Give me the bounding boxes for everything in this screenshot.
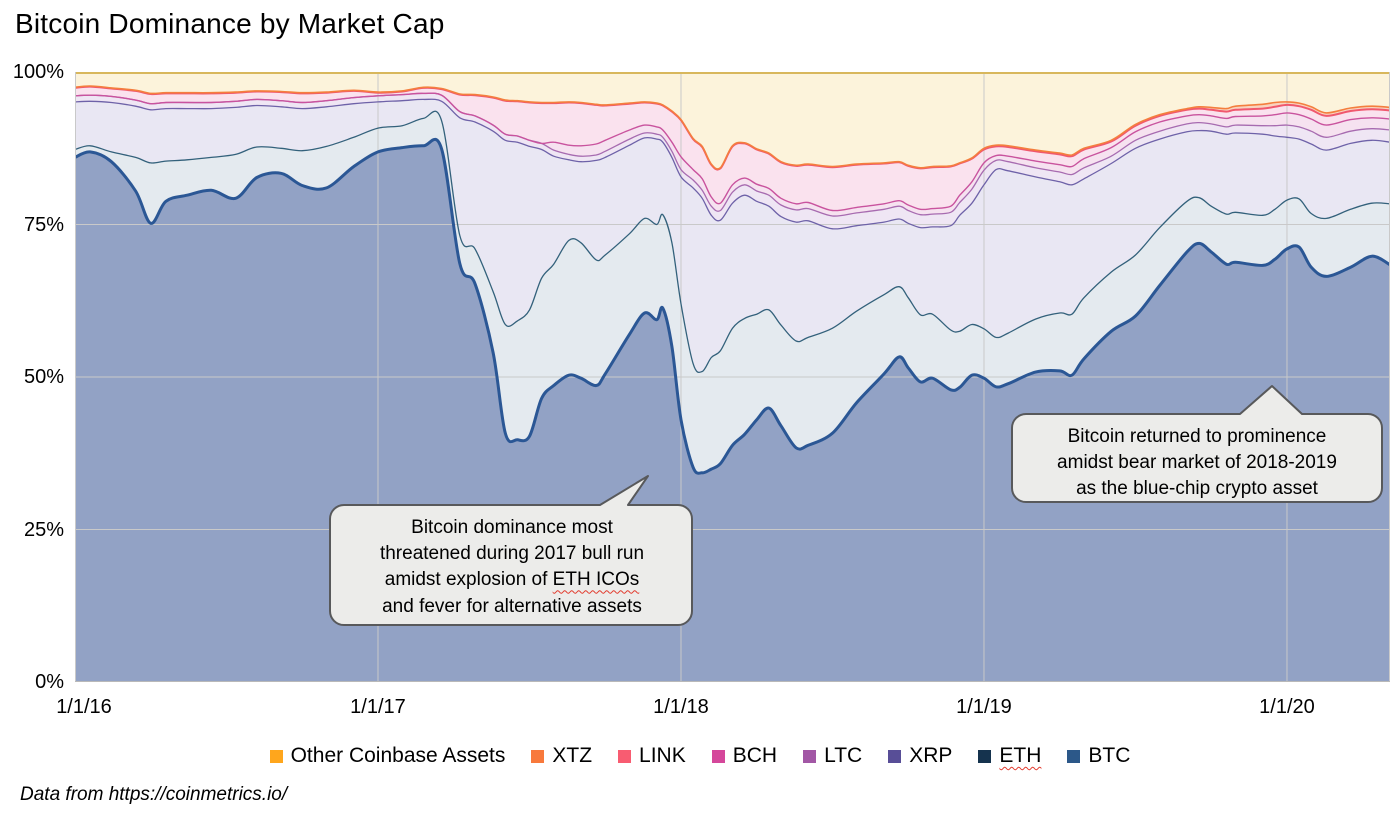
legend-item-eth: ETH [978,744,1041,768]
line-xtz [74,85,1391,170]
legend-label-ltc: LTC [824,744,863,767]
callout-text-segment: Bitcoin dominance most [411,517,613,538]
callout-text-segment: as the blue-chip crypto asset [1076,478,1318,500]
legend-item-xtz: XTZ [531,744,592,768]
callout-line: as the blue-chip crypto asset [1018,476,1376,502]
legend-item-link: LINK [618,744,686,768]
y-axis-tick-label: 25% [23,518,64,541]
callout-line: and fever for alternative assets [336,594,688,620]
legend-item-btc: BTC [1067,744,1130,768]
legend-item-xrp: XRP [888,744,952,768]
stacked-area-chart [73,72,1392,682]
callout-line: amidst explosion of ETH ICOs [336,567,688,593]
legend-swatch-bch [711,749,725,763]
legend-label-eth: ETH [999,744,1042,767]
callout-2019-text: Bitcoin returned to prominence amidst bea… [1018,424,1376,503]
band-eth [75,111,1390,474]
y-axis-tick-label: 0% [35,671,64,693]
page-title: Bitcoin Dominance by Market Cap [15,8,445,39]
legend-label-bch: BCH [732,744,778,767]
callout-text-segment: and fever for alternative assets [382,595,642,617]
legend-label-link: LINK [639,744,686,767]
legend-swatch-eth [978,749,992,763]
callout-text-segment: threatened during 2017 bull run [379,543,645,565]
legend-item-bch: BCH [711,744,778,768]
x-axis-tick-label: 1/1/19 [956,696,1012,718]
legend-item-ltc: LTC [803,744,862,768]
chart-legend: Other Coinbase Assets XTZ LINK BCH LTC XRP ETH… [0,744,1400,768]
legend-label-other: Other Coinbase Assets [290,744,506,767]
y-axis-tick-label: 100% [12,61,64,83]
legend-label-xtz: XTZ [552,744,593,767]
x-axis-tick-label: 1/1/17 [350,696,406,718]
callout-text-segment: Bitcoin returned to prominence [1067,426,1327,447]
legend-swatch-ltc [803,749,817,763]
line-btc [73,137,1392,475]
squiggle-text: ETH ICOs [552,569,640,591]
band-link [75,86,1390,211]
legend-label-btc: BTC [1088,744,1131,767]
callout-line: threatened during 2017 bull run [336,541,688,567]
line-xrp [74,98,1391,230]
legend-item-other: Other Coinbase Assets [269,744,506,768]
data-source-note: Data from https://coinmetrics.io/ [20,784,288,805]
callout-text-segment: amidst bear market of 2018-2019 [1057,452,1337,474]
band-xrp [75,99,1390,373]
legend-swatch-link [618,749,632,763]
x-axis-tick-label: 1/1/20 [1259,696,1315,718]
x-axis-tick-label: 1/1/18 [653,696,709,718]
callout-2017-text: Bitcoin dominance most threatened during … [336,515,688,620]
band-ltc [75,93,1390,229]
legend-swatch-xtz [531,749,545,763]
legend-swatch-xrp [888,749,902,763]
x-axis-tick-label: 1/1/16 [56,696,112,718]
callout-line: Bitcoin returned to prominence [1018,424,1376,450]
callout-line: amidst bear market of 2018-2019 [1018,450,1376,476]
y-axis-tick-label: 50% [23,366,64,388]
callout-line: Bitcoin dominance most [336,515,688,541]
line-bch [74,92,1391,212]
callout-text-segment: amidst explosion of [384,569,553,591]
chart-plot-area [73,72,1392,682]
legend-swatch-btc [1067,749,1081,763]
legend-label-xrp: XRP [909,744,953,767]
line-eth [74,110,1391,374]
y-axis-tick-label: 75% [23,213,64,236]
legend-swatch-other [269,749,283,763]
